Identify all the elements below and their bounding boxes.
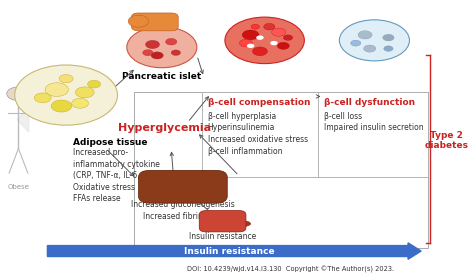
FancyBboxPatch shape — [201, 92, 321, 177]
Circle shape — [51, 100, 72, 112]
Circle shape — [225, 17, 304, 64]
Circle shape — [358, 31, 372, 39]
Circle shape — [88, 80, 100, 88]
Circle shape — [272, 28, 286, 36]
Circle shape — [256, 35, 264, 40]
Circle shape — [151, 52, 163, 59]
FancyBboxPatch shape — [199, 211, 246, 232]
Circle shape — [251, 24, 259, 29]
Circle shape — [165, 39, 177, 45]
Circle shape — [143, 50, 153, 56]
Circle shape — [45, 83, 68, 97]
Circle shape — [364, 45, 376, 52]
FancyArrow shape — [47, 243, 421, 259]
FancyBboxPatch shape — [319, 92, 428, 177]
Circle shape — [146, 40, 160, 49]
Circle shape — [339, 20, 410, 61]
Text: Pancreatic islet: Pancreatic islet — [122, 72, 201, 81]
Text: β-cell hyperplasia
Hyperinsulinemia
Increased oxidative stress
β-cell inflammati: β-cell hyperplasia Hyperinsulinemia Incr… — [208, 111, 308, 156]
Circle shape — [128, 15, 149, 27]
Ellipse shape — [232, 221, 251, 227]
Text: β-cell compensation: β-cell compensation — [208, 98, 310, 107]
Text: Increased gluconeogenesis
Increased fibrinogen: Increased gluconeogenesis Increased fibr… — [131, 200, 235, 221]
Circle shape — [72, 98, 89, 108]
Circle shape — [270, 41, 278, 45]
Circle shape — [283, 35, 292, 40]
Circle shape — [59, 75, 73, 83]
Circle shape — [242, 30, 259, 40]
Circle shape — [264, 23, 275, 30]
Text: β-cell loss
Impaired insulin secretion: β-cell loss Impaired insulin secretion — [324, 111, 424, 132]
Circle shape — [15, 65, 118, 125]
Text: Insulin resistance: Insulin resistance — [184, 247, 275, 255]
Circle shape — [247, 44, 255, 48]
Circle shape — [171, 50, 181, 56]
FancyBboxPatch shape — [138, 170, 227, 203]
Circle shape — [253, 47, 267, 56]
Circle shape — [384, 46, 393, 51]
FancyBboxPatch shape — [131, 13, 178, 31]
Circle shape — [383, 34, 394, 41]
Text: Liver: Liver — [170, 194, 196, 203]
Text: Muscle: Muscle — [205, 224, 240, 233]
Circle shape — [127, 27, 197, 68]
Circle shape — [277, 42, 290, 50]
Text: Type 2
diabetes: Type 2 diabetes — [425, 131, 469, 150]
Circle shape — [7, 87, 30, 101]
Text: Hyperglycemia: Hyperglycemia — [118, 123, 211, 133]
Ellipse shape — [197, 187, 225, 198]
Text: β-cell dysfunction: β-cell dysfunction — [324, 98, 416, 107]
Circle shape — [75, 87, 94, 98]
Text: Obese: Obese — [8, 184, 29, 190]
FancyBboxPatch shape — [134, 92, 428, 248]
Circle shape — [351, 40, 361, 46]
Text: Insulin resistance: Insulin resistance — [189, 232, 256, 241]
Circle shape — [239, 39, 253, 47]
Polygon shape — [17, 108, 29, 132]
Text: Increased pro-
inflammatory cytokine
(CRP, TNF-α, IL-6, IL-1β)
Oxidative stress
: Increased pro- inflammatory cytokine (CR… — [73, 148, 164, 203]
Text: Adipose tissue: Adipose tissue — [73, 138, 147, 147]
Text: DOI: 10.4239/wjd.v14.i3.130  Copyright ©The Author(s) 2023.: DOI: 10.4239/wjd.v14.i3.130 Copyright ©T… — [187, 266, 394, 273]
Circle shape — [34, 93, 51, 103]
